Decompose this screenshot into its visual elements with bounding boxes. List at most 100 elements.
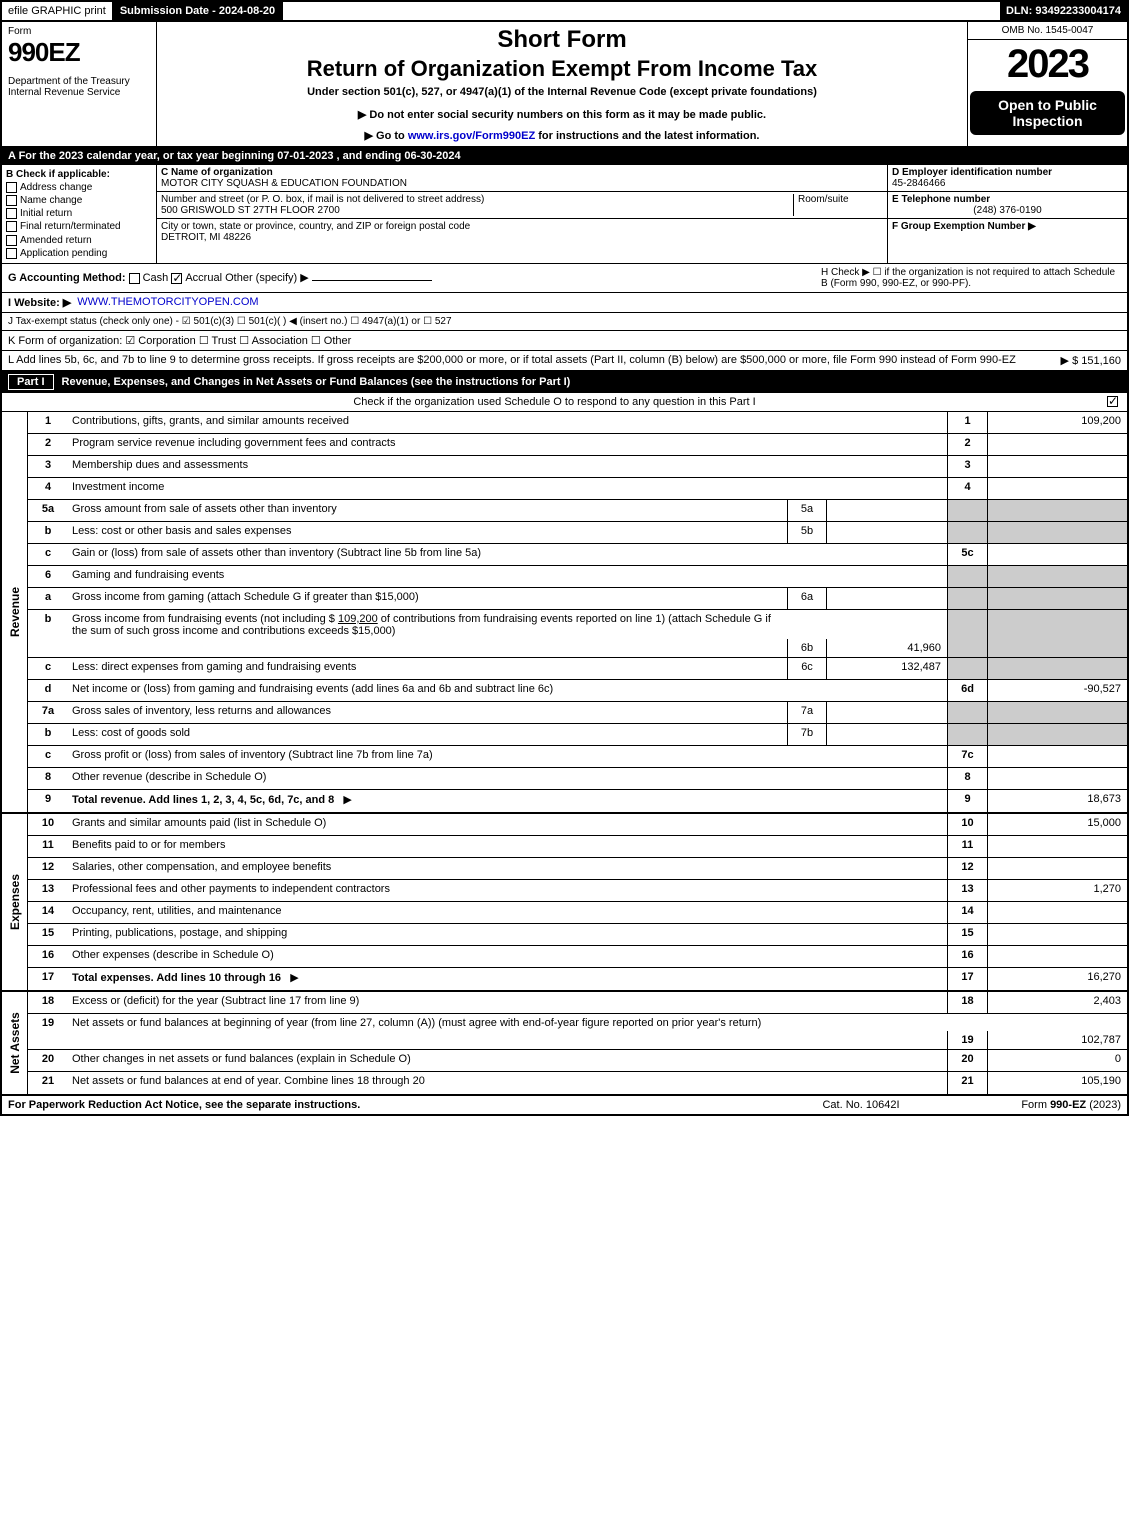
goto-link: ▶ Go to www.irs.gov/Form990EZ for instru… bbox=[165, 129, 959, 142]
line-15: 15Printing, publications, postage, and s… bbox=[28, 924, 1127, 946]
footer-mid: Cat. No. 10642I bbox=[761, 1099, 961, 1111]
row-i: I Website: ▶ WWW.THEMOTORCITYOPEN.COM bbox=[0, 293, 1129, 313]
line-16: 16Other expenses (describe in Schedule O… bbox=[28, 946, 1127, 968]
department: Department of the Treasury Internal Reve… bbox=[8, 76, 150, 98]
efile-label[interactable]: efile GRAPHIC print bbox=[2, 2, 114, 20]
section-b-label: B Check if applicable: bbox=[6, 169, 152, 180]
expenses-section: Expenses 10Grants and similar amounts pa… bbox=[0, 814, 1129, 992]
chk-schedule-o[interactable] bbox=[1107, 396, 1118, 407]
chk-accrual[interactable] bbox=[171, 273, 182, 284]
line-7c: cGross profit or (loss) from sales of in… bbox=[28, 746, 1127, 768]
org-name-block: C Name of organization MOTOR CITY SQUASH… bbox=[157, 165, 887, 192]
section-d-e-f: D Employer identification number 45-2846… bbox=[887, 165, 1127, 263]
room-label: Room/suite bbox=[793, 194, 883, 216]
line-5a: 5aGross amount from sale of assets other… bbox=[28, 500, 1127, 522]
submission-date: Submission Date - 2024-08-20 bbox=[114, 2, 283, 20]
phone-block: E Telephone number (248) 376-0190 bbox=[888, 192, 1127, 219]
city-label: City or town, state or province, country… bbox=[161, 221, 470, 232]
city-block: City or town, state or province, country… bbox=[157, 219, 887, 245]
website-link[interactable]: WWW.THEMOTORCITYOPEN.COM bbox=[77, 296, 258, 308]
line-6d: dNet income or (loss) from gaming and fu… bbox=[28, 680, 1127, 702]
city: DETROIT, MI 48226 bbox=[161, 232, 251, 243]
chk-initial[interactable]: Initial return bbox=[6, 208, 152, 219]
footer-right: Form 990-EZ (2023) bbox=[961, 1099, 1121, 1111]
row-h: H Check ▶ ☐ if the organization is not r… bbox=[821, 267, 1121, 289]
chk-cash[interactable] bbox=[129, 273, 140, 284]
side-revenue: Revenue bbox=[2, 412, 28, 812]
row-l-amount: ▶ $ 151,160 bbox=[1061, 354, 1121, 367]
line-8: 8Other revenue (describe in Schedule O)8 bbox=[28, 768, 1127, 790]
street-label: Number and street (or P. O. box, if mail… bbox=[161, 194, 484, 205]
line-4: 4Investment income4 bbox=[28, 478, 1127, 500]
phone-label: E Telephone number bbox=[892, 194, 990, 205]
open-to-public: Open to Public Inspection bbox=[970, 91, 1125, 135]
ein-block: D Employer identification number 45-2846… bbox=[888, 165, 1127, 192]
line-5b: bLess: cost or other basis and sales exp… bbox=[28, 522, 1127, 544]
side-net-assets: Net Assets bbox=[2, 992, 28, 1094]
line-9: 9Total revenue. Add lines 1, 2, 3, 4, 5c… bbox=[28, 790, 1127, 812]
section-c: C Name of organization MOTOR CITY SQUASH… bbox=[157, 165, 887, 263]
section-b: B Check if applicable: Address change Na… bbox=[2, 165, 157, 263]
part1-label: Part I bbox=[8, 374, 54, 390]
row-l-text: L Add lines 5b, 6c, and 7b to line 9 to … bbox=[8, 354, 1055, 366]
header-bar: efile GRAPHIC print Submission Date - 20… bbox=[0, 0, 1129, 22]
line-6b: bGross income from fundraising events (n… bbox=[28, 610, 1127, 658]
footer-left: For Paperwork Reduction Act Notice, see … bbox=[8, 1099, 761, 1111]
line-21: 21Net assets or fund balances at end of … bbox=[28, 1072, 1127, 1094]
line-6a: aGross income from gaming (attach Schedu… bbox=[28, 588, 1127, 610]
line-20: 20Other changes in net assets or fund ba… bbox=[28, 1050, 1127, 1072]
row-k: K Form of organization: ☑ Corporation ☐ … bbox=[0, 331, 1129, 351]
line-3: 3Membership dues and assessments3 bbox=[28, 456, 1127, 478]
irs-link[interactable]: www.irs.gov/Form990EZ bbox=[408, 130, 535, 142]
line-18: 18Excess or (deficit) for the year (Subt… bbox=[28, 992, 1127, 1014]
part1-title: Revenue, Expenses, and Changes in Net As… bbox=[62, 376, 571, 388]
title-block: Form 990EZ Department of the Treasury In… bbox=[0, 22, 1129, 148]
row-j: J Tax-exempt status (check only one) - ☑… bbox=[0, 313, 1129, 331]
side-expenses: Expenses bbox=[2, 814, 28, 990]
org-name: MOTOR CITY SQUASH & EDUCATION FOUNDATION bbox=[161, 178, 407, 189]
line-13: 13Professional fees and other payments t… bbox=[28, 880, 1127, 902]
line-6: 6Gaming and fundraising events bbox=[28, 566, 1127, 588]
title-right: OMB No. 1545-0047 2023 Open to Public In… bbox=[967, 22, 1127, 146]
short-form-title: Short Form bbox=[165, 26, 959, 54]
street: 500 GRISWOLD ST 27TH FLOOR 2700 bbox=[161, 205, 340, 216]
chk-amended[interactable]: Amended return bbox=[6, 235, 152, 246]
tax-year: 2023 bbox=[968, 40, 1127, 89]
net-assets-section: Net Assets 18Excess or (deficit) for the… bbox=[0, 992, 1129, 1096]
chk-final[interactable]: Final return/terminated bbox=[6, 221, 152, 232]
line-17: 17Total expenses. Add lines 10 through 1… bbox=[28, 968, 1127, 990]
form-number: 990EZ bbox=[8, 37, 150, 68]
chk-pending[interactable]: Application pending bbox=[6, 248, 152, 259]
chk-name[interactable]: Name change bbox=[6, 195, 152, 206]
part1-sub: Check if the organization used Schedule … bbox=[0, 393, 1129, 412]
row-g-h: G Accounting Method: Cash Accrual Other … bbox=[0, 264, 1129, 293]
line-1: 1Contributions, gifts, grants, and simil… bbox=[28, 412, 1127, 434]
omb-number: OMB No. 1545-0047 bbox=[968, 22, 1127, 40]
street-block: Number and street (or P. O. box, if mail… bbox=[157, 192, 887, 219]
accounting-method: G Accounting Method: Cash Accrual Other … bbox=[8, 271, 432, 284]
return-title: Return of Organization Exempt From Incom… bbox=[165, 56, 959, 82]
line-7a: 7aGross sales of inventory, less returns… bbox=[28, 702, 1127, 724]
line-6c: cLess: direct expenses from gaming and f… bbox=[28, 658, 1127, 680]
revenue-section: Revenue 1Contributions, gifts, grants, a… bbox=[0, 412, 1129, 814]
line-2: 2Program service revenue including gover… bbox=[28, 434, 1127, 456]
line-7b: bLess: cost of goods sold7b bbox=[28, 724, 1127, 746]
form-word: Form bbox=[8, 26, 150, 37]
row-l: L Add lines 5b, 6c, and 7b to line 9 to … bbox=[0, 351, 1129, 371]
ssn-warning: ▶ Do not enter social security numbers o… bbox=[165, 108, 959, 121]
phone: (248) 376-0190 bbox=[892, 205, 1123, 216]
part1-header: Part I Revenue, Expenses, and Changes in… bbox=[0, 371, 1129, 393]
line-19: 19Net assets or fund balances at beginni… bbox=[28, 1014, 1127, 1050]
name-label: C Name of organization bbox=[161, 167, 273, 178]
title-center: Short Form Return of Organization Exempt… bbox=[157, 22, 967, 146]
line-5c: cGain or (loss) from sale of assets othe… bbox=[28, 544, 1127, 566]
ein-label: D Employer identification number bbox=[892, 167, 1052, 178]
row-a-tax-year: A For the 2023 calendar year, or tax yea… bbox=[0, 148, 1129, 164]
line-11: 11Benefits paid to or for members11 bbox=[28, 836, 1127, 858]
footer: For Paperwork Reduction Act Notice, see … bbox=[0, 1096, 1129, 1116]
chk-address[interactable]: Address change bbox=[6, 182, 152, 193]
line-10: 10Grants and similar amounts paid (list … bbox=[28, 814, 1127, 836]
form-id-block: Form 990EZ Department of the Treasury In… bbox=[2, 22, 157, 146]
line-12: 12Salaries, other compensation, and empl… bbox=[28, 858, 1127, 880]
dln: DLN: 93492233004174 bbox=[1000, 2, 1127, 20]
